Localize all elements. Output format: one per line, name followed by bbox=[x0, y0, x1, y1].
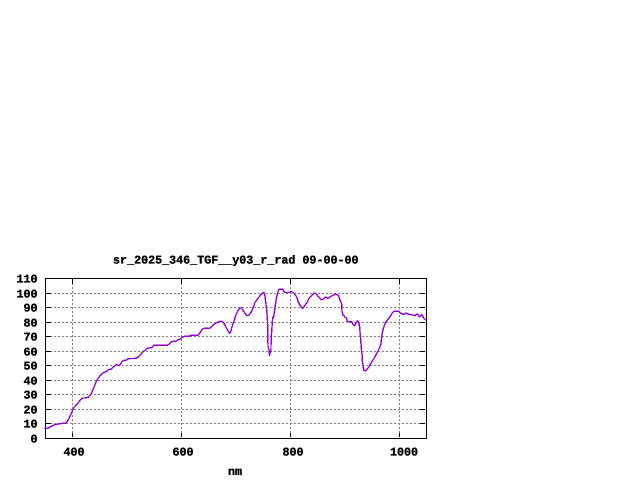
svg-text:80: 80 bbox=[23, 317, 37, 331]
svg-text:100: 100 bbox=[16, 288, 37, 302]
svg-text:110: 110 bbox=[16, 273, 37, 287]
svg-text:50: 50 bbox=[23, 360, 37, 374]
svg-text:800: 800 bbox=[282, 446, 303, 460]
svg-text:30: 30 bbox=[23, 389, 37, 403]
svg-text:40: 40 bbox=[23, 375, 37, 389]
svg-text:10: 10 bbox=[23, 418, 37, 432]
svg-text:20: 20 bbox=[23, 404, 37, 418]
svg-text:0: 0 bbox=[30, 433, 37, 447]
svg-text:600: 600 bbox=[172, 446, 193, 460]
svg-text:1000: 1000 bbox=[390, 446, 418, 460]
svg-text:90: 90 bbox=[23, 302, 37, 316]
svg-text:400: 400 bbox=[63, 446, 84, 460]
svg-text:70: 70 bbox=[23, 331, 37, 345]
svg-text:sr_2025_346_TGF__y03_r_rad 09-: sr_2025_346_TGF__y03_r_rad 09-00-00 bbox=[113, 253, 358, 267]
svg-text:60: 60 bbox=[23, 346, 37, 360]
svg-text:nm: nm bbox=[228, 465, 242, 479]
